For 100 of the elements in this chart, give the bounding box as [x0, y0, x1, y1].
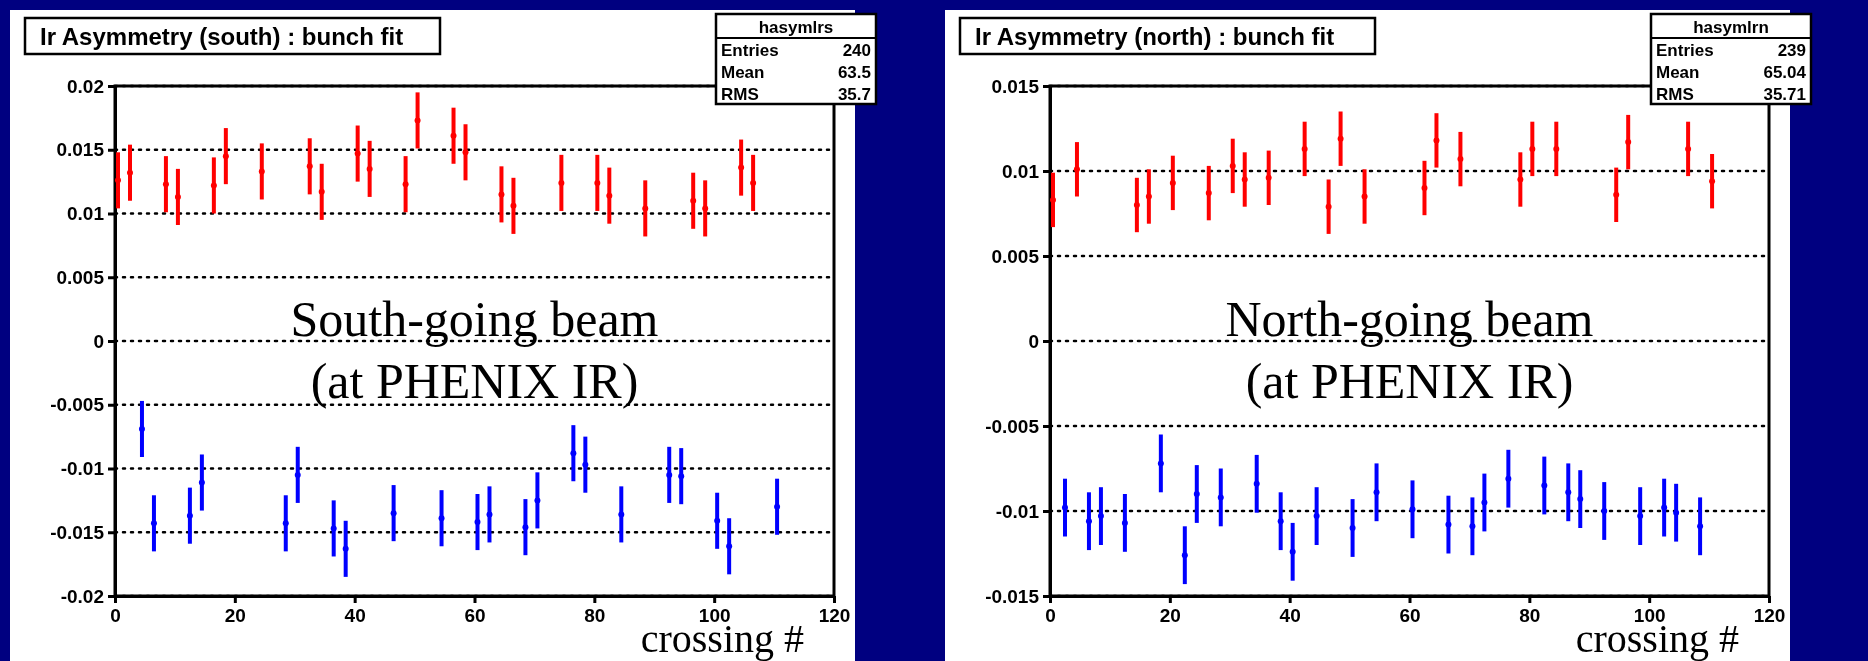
y-tick-label: -0.015: [50, 521, 105, 543]
point: [1373, 489, 1380, 496]
point: [306, 163, 313, 170]
x-tick-label: 40: [344, 605, 366, 627]
point: [1169, 179, 1176, 186]
x-tick-label: 80: [584, 605, 606, 627]
point: [774, 503, 781, 510]
point: [1289, 548, 1296, 555]
annotation: North-going beam: [1225, 291, 1594, 347]
point: [1433, 137, 1440, 144]
point: [498, 191, 505, 198]
y-tick-label: 0: [93, 330, 104, 352]
x-tick-label: 120: [1753, 605, 1786, 627]
point: [1409, 506, 1416, 513]
point: [138, 425, 145, 432]
point: [1337, 135, 1344, 142]
text: RMS 35.7: [721, 85, 871, 104]
point: [558, 179, 565, 186]
y-tick-label: -0.01: [60, 458, 105, 480]
annotation: (at PHENIX IR): [1245, 353, 1574, 409]
point: [366, 165, 373, 172]
point: [1685, 145, 1692, 152]
point: [750, 179, 757, 186]
point: [186, 512, 193, 519]
point: [318, 188, 325, 195]
point: [462, 149, 469, 156]
point: [1601, 508, 1608, 514]
point: [486, 511, 493, 518]
y-tick-label: -0.02: [60, 585, 104, 607]
point: [414, 117, 421, 124]
point: [582, 461, 589, 468]
point: [1217, 494, 1224, 501]
point: [1349, 525, 1356, 531]
point: [1241, 176, 1248, 183]
point: [1325, 203, 1332, 210]
point: [474, 519, 481, 526]
point: [618, 511, 625, 518]
point: [666, 471, 673, 478]
point: [1145, 193, 1152, 200]
point: [258, 168, 265, 175]
point: [1673, 509, 1680, 516]
point: [606, 192, 613, 199]
point: [570, 450, 577, 457]
point: [198, 479, 205, 486]
text: hasymlrs: [758, 18, 834, 37]
y-tick-label: 0.005: [991, 245, 1040, 267]
point: [282, 520, 289, 527]
point: [594, 179, 601, 186]
point: [438, 515, 445, 522]
point: [1313, 513, 1320, 520]
point: [150, 520, 157, 527]
point: [1277, 518, 1284, 525]
point: [1205, 190, 1212, 197]
point: [1073, 166, 1080, 173]
text: Mean 65.04: [1656, 63, 1806, 82]
point: [1445, 521, 1452, 528]
point: [1553, 145, 1560, 152]
point: [726, 543, 733, 550]
point: [115, 177, 121, 184]
point: [1529, 145, 1536, 152]
point: [1265, 174, 1272, 181]
point: [1661, 504, 1668, 511]
point: [510, 202, 517, 209]
point: [1193, 491, 1200, 497]
y-tick-label: -0.01: [995, 500, 1040, 522]
point: [1541, 482, 1548, 489]
point: [1361, 193, 1368, 200]
y-tick-label: -0.005: [985, 415, 1040, 437]
x-tick-label: 0: [1045, 605, 1056, 627]
point: [1181, 552, 1188, 559]
point: [1625, 139, 1632, 146]
text: Entries 240: [721, 41, 871, 60]
point: [222, 153, 229, 160]
point: [1613, 191, 1620, 198]
point: [1565, 489, 1572, 496]
point: [1050, 196, 1056, 203]
point: [1301, 145, 1308, 152]
y-tick-label: 0.01: [1002, 160, 1040, 182]
point: [678, 473, 685, 480]
y-tick-label: 0.01: [67, 203, 105, 225]
y-tick-label: 0.005: [56, 266, 105, 288]
point: [1457, 156, 1464, 163]
point: [522, 524, 529, 531]
x-tick-label: 20: [224, 605, 246, 627]
point: [402, 181, 409, 188]
point: [1121, 519, 1128, 526]
point: [354, 150, 361, 157]
point: [534, 497, 541, 504]
point: [1637, 513, 1644, 520]
x-tick-label: 20: [1159, 605, 1181, 627]
point: [714, 517, 721, 524]
y-tick-label: 0.02: [67, 75, 104, 97]
point: [1505, 475, 1512, 482]
text: RMS 35.71: [1656, 85, 1806, 104]
y-tick-label: -0.005: [50, 394, 105, 416]
y-tick-label: 0.015: [991, 75, 1040, 97]
point: [1097, 513, 1104, 520]
chart-title: Ir Asymmetry (south) : bunch fit: [40, 23, 404, 50]
x-tick-label: 0: [110, 605, 121, 627]
point: [210, 182, 217, 189]
